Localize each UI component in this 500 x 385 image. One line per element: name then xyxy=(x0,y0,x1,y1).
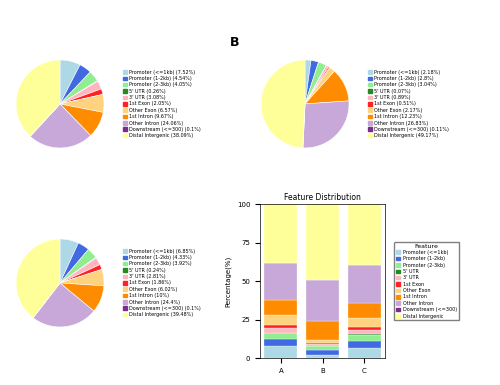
Bar xyxy=(264,315,298,325)
Bar xyxy=(264,263,298,300)
Wedge shape xyxy=(261,60,305,148)
Legend: Promoter (<=1kb) (7.52%), Promoter (1-2kb) (4.54%), Promoter (2-3kb) (4.05%), 5': Promoter (<=1kb) (7.52%), Promoter (1-2k… xyxy=(123,69,202,139)
Wedge shape xyxy=(33,283,60,318)
Bar xyxy=(306,344,339,346)
Wedge shape xyxy=(305,65,326,104)
Bar xyxy=(306,321,339,340)
Wedge shape xyxy=(305,65,328,104)
Bar xyxy=(348,303,381,318)
Wedge shape xyxy=(305,67,330,104)
Bar xyxy=(348,318,381,327)
Wedge shape xyxy=(16,60,60,136)
Wedge shape xyxy=(30,104,60,136)
Bar xyxy=(264,340,298,346)
Wedge shape xyxy=(60,239,78,283)
Bar xyxy=(306,280,339,321)
Bar xyxy=(348,335,381,341)
Title: Feature Distribution: Feature Distribution xyxy=(284,193,361,202)
Wedge shape xyxy=(60,243,88,283)
Y-axis label: Percentage(%): Percentage(%) xyxy=(224,255,231,307)
Bar xyxy=(264,204,298,263)
Wedge shape xyxy=(60,264,102,283)
Wedge shape xyxy=(60,60,80,104)
Wedge shape xyxy=(60,258,100,283)
Wedge shape xyxy=(16,239,60,318)
Wedge shape xyxy=(305,60,311,104)
Bar xyxy=(306,343,339,344)
Bar xyxy=(264,328,298,333)
Legend: Promoter (<=1kb), Promoter (1-2kb), Promoter (2-3kb), 5' UTR, 3' UTR, 1st Exon, : Promoter (<=1kb), Promoter (1-2kb), Prom… xyxy=(394,242,460,320)
Wedge shape xyxy=(60,80,98,104)
Wedge shape xyxy=(60,72,98,104)
Wedge shape xyxy=(60,257,96,283)
Bar xyxy=(306,204,339,280)
Wedge shape xyxy=(60,94,104,112)
Wedge shape xyxy=(30,104,90,148)
Wedge shape xyxy=(60,283,104,311)
Wedge shape xyxy=(305,60,318,104)
Wedge shape xyxy=(60,104,103,136)
Wedge shape xyxy=(33,283,94,327)
Wedge shape xyxy=(60,65,90,104)
Bar xyxy=(348,204,381,265)
Bar xyxy=(306,355,339,358)
Wedge shape xyxy=(302,104,305,148)
Wedge shape xyxy=(60,81,102,104)
Wedge shape xyxy=(60,270,104,286)
Wedge shape xyxy=(303,101,349,148)
Bar xyxy=(348,348,381,358)
Bar xyxy=(348,341,381,348)
Bar xyxy=(348,327,381,330)
Text: B: B xyxy=(230,36,239,49)
Wedge shape xyxy=(305,62,326,104)
Bar xyxy=(306,350,339,355)
Legend: Promoter (<=1kb) (2.18%), Promoter (1-2kb) (2.8%), Promoter (2-3kb) (3.04%), 5' : Promoter (<=1kb) (2.18%), Promoter (1-2k… xyxy=(368,69,450,139)
Bar xyxy=(264,346,298,358)
Legend: Promoter (<=1kb) (6.85%), Promoter (1-2kb) (4.33%), Promoter (2-3kb) (3.92%), 5': Promoter (<=1kb) (6.85%), Promoter (1-2k… xyxy=(123,248,202,318)
Wedge shape xyxy=(60,89,103,104)
Bar xyxy=(264,333,298,340)
Bar xyxy=(306,340,339,343)
Bar xyxy=(306,346,339,350)
Bar xyxy=(264,300,298,315)
Wedge shape xyxy=(305,71,349,104)
Wedge shape xyxy=(60,249,96,283)
Wedge shape xyxy=(305,67,334,104)
Bar xyxy=(348,330,381,335)
Bar xyxy=(264,325,298,328)
Bar xyxy=(348,265,381,303)
